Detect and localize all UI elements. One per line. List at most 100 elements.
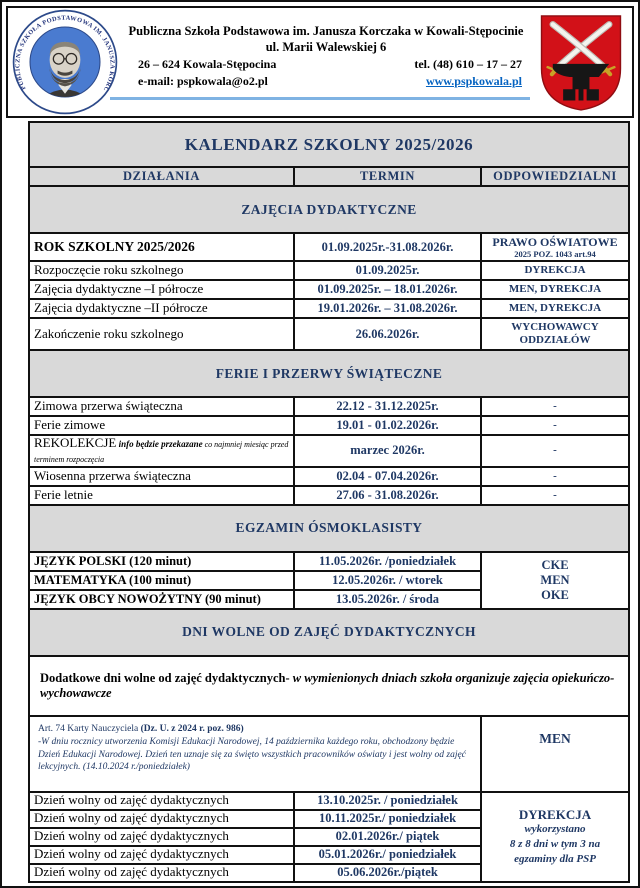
- section-header-ferie: FERIE I PRZERWY ŚWIĄTECZNE: [27, 349, 631, 398]
- school-postal-city: 26 – 624 Kowala-Stępocina: [138, 57, 277, 72]
- intro-bold: Dodatkowe dni wolne od zajęć dydaktyczny…: [40, 670, 290, 685]
- calendar-table: KALENDARZ SZKOLNY 2025/2026 DZIAŁANIA TE…: [27, 121, 631, 883]
- table-row: Dzień wolny od zajęć dydaktycznych 05.01…: [28, 844, 629, 865]
- table-row: Zajęcia dydaktyczne –II półrocze 19.01.2…: [28, 298, 631, 319]
- coat-of-arms-icon: [540, 15, 622, 111]
- school-street: ul. Marii Walewskiej 6: [265, 39, 387, 54]
- town-coat-of-arms: [534, 9, 628, 115]
- law-reference: (Dz. U. z 2024 r. poz. 986): [140, 723, 244, 734]
- row-label: ROK SZKOLNY 2025/2026: [28, 232, 295, 262]
- table-row: Dzień wolny od zajęć dydaktycznych 02.01…: [28, 826, 629, 847]
- table-row: JĘZYK POLSKI (120 minut) 11.05.2026r. /p…: [28, 550, 631, 610]
- row-label: Dzień wolny od zajęć dydaktycznych: [28, 844, 295, 865]
- row-label-rekolekcje: REKOLEKCJE info będzie przekazane co naj…: [28, 434, 295, 468]
- column-header-dzialania: DZIAŁANIA: [28, 166, 295, 187]
- school-email: e-mail: pspkowala@o2.pl: [138, 74, 268, 89]
- table-row: REKOLEKCJE info będzie przekazane co naj…: [28, 434, 631, 468]
- row-term: 01.09.2025r.-31.08.2026r.: [293, 232, 482, 262]
- row-term: 26.06.2026r.: [293, 317, 482, 351]
- school-logo: PUBLICZNA SZKOŁA PODSTAWOWA IM. JANUSZA …: [9, 4, 118, 115]
- table-row: JĘZYK OBCY NOWOŻYTNY (90 minut) 13.05.20…: [28, 588, 629, 610]
- table-row: Ferie zimowe 19.01 - 01.02.2026r. -: [28, 415, 631, 436]
- row-term: 02.04 - 07.04.2026r.: [293, 465, 482, 487]
- row-term: 12.05.2026r. / wtorek: [293, 569, 482, 591]
- table-row: ROK SZKOLNY 2025/2026 01.09.2025r.-31.08…: [28, 232, 631, 262]
- row-responsible: MEN, DYREKCJA: [479, 298, 631, 319]
- row-responsible: -: [479, 415, 631, 436]
- header-divider: [110, 97, 530, 101]
- row-label: Dzień wolny od zajęć dydaktycznych: [28, 790, 295, 811]
- section-title: FERIE I PRZERWY ŚWIĄTECZNE: [27, 349, 631, 398]
- school-website-link[interactable]: www.pspkowala.pl: [425, 74, 522, 89]
- calendar-title-row: KALENDARZ SZKOLNY 2025/2026: [27, 121, 631, 168]
- intro-italic: w wymienionych dniach szkoła organizuje …: [40, 670, 615, 700]
- responsible-note: wykorzystano 8 z 8 dni w tym 3 na egzami…: [509, 823, 601, 866]
- table-row: Zakończenie roku szkolnego 26.06.2026r. …: [28, 317, 631, 351]
- row-term: 11.05.2026r. /poniedziałek: [293, 550, 482, 572]
- school-phone: tel. (48) 610 – 17 – 27: [414, 57, 522, 72]
- section-header-dni-wolne: DNI WOLNE OD ZAJĘĆ DYDAKTYCZNYCH: [27, 607, 631, 657]
- row-label: Zakończenie roku szkolnego: [28, 317, 295, 351]
- school-seal-icon: PUBLICZNA SZKOŁA PODSTAWOWA IM. JANUSZA …: [9, 4, 118, 115]
- responsible-main: DYREKCJA: [518, 806, 592, 822]
- days-responsible: DYREKCJA wykorzystano 8 z 8 dni w tym 3 …: [479, 790, 631, 883]
- responsible-sub: 2025 POZ. 1043 art.94: [514, 248, 596, 259]
- row-label: MATEMATYKA (100 minut): [28, 569, 295, 591]
- table-row: Zajęcia dydaktyczne –I półrocze 01.09.20…: [28, 279, 631, 300]
- table-row: Dzień wolny od zajęć dydaktycznych 05.06…: [28, 862, 629, 883]
- column-header-row: DZIAŁANIA TERMIN ODPOWIEDZIALNI: [28, 166, 631, 187]
- law-note: Art. 74 Karty Nauczyciela (Dz. U. z 2024…: [28, 714, 482, 793]
- law-responsible: MEN: [479, 714, 631, 793]
- page-title: KALENDARZ SZKOLNY 2025/2026: [27, 121, 631, 168]
- row-term: 01.09.2025r. – 18.01.2026r.: [293, 279, 482, 300]
- row-responsible: MEN, DYREKCJA: [479, 279, 631, 300]
- table-row: Ferie letnie 27.06 - 31.08.2026r. -: [28, 484, 631, 506]
- section-title: DNI WOLNE OD ZAJĘĆ DYDAKTYCZNYCH: [27, 607, 631, 657]
- exam-responsible: CKE MEN OKE: [479, 550, 631, 610]
- row-responsible: WYCHOWAWCY ODDZIAŁÓW: [479, 317, 631, 351]
- row-term: 13.10.2025r. / poniedziałek: [293, 790, 482, 811]
- table-row: Wiosenna przerwa świąteczna 02.04 - 07.0…: [28, 465, 631, 487]
- rekolekcje-note-rest: co najmniej miesiąc przed terminem rozpo…: [34, 440, 289, 464]
- table-row: Rozpoczęcie roku szkolnego 01.09.2025r. …: [28, 260, 631, 281]
- row-term: 05.01.2026r./ poniedziałek: [293, 844, 482, 865]
- row-term: 13.05.2026r. / środa: [293, 588, 482, 610]
- row-label: JĘZYK POLSKI (120 minut): [28, 550, 295, 572]
- row-label: Ferie zimowe: [28, 415, 295, 436]
- table-row: Dzień wolny od zajęć dydaktycznych 13.10…: [28, 790, 631, 883]
- row-term: 27.06 - 31.08.2026r.: [293, 484, 482, 506]
- row-term: 05.06.2026r./piątek: [293, 862, 482, 883]
- row-label: Dzień wolny od zajęć dydaktycznych: [28, 808, 295, 829]
- letterhead: PUBLICZNA SZKOŁA PODSTAWOWA IM. JANUSZA …: [6, 4, 634, 118]
- row-term: 19.01.2026r. – 31.08.2026r.: [293, 298, 482, 319]
- row-responsible: PRAWO OŚWIATOWE 2025 POZ. 1043 art.94: [479, 232, 631, 262]
- table-row: Dodatkowe dni wolne od zajęć dydaktyczny…: [27, 654, 631, 717]
- row-term: 22.12 - 31.12.2025r.: [293, 396, 482, 417]
- row-responsible: -: [479, 396, 631, 417]
- row-label: JĘZYK OBCY NOWOŻYTNY (90 minut): [28, 588, 295, 610]
- law-body: -W dniu rocznicy utworzenia Komisji Eduk…: [38, 736, 466, 773]
- rekolekcje-label: REKOLEKCJE: [34, 435, 117, 450]
- section-title: EGZAMIN ÓSMOKLASISTY: [27, 503, 631, 553]
- rekolekcje-note-bold: info będzie przekazane: [116, 439, 203, 449]
- section-header-egzamin: EGZAMIN ÓSMOKLASISTY: [27, 503, 631, 553]
- row-label: Zimowa przerwa świąteczna: [28, 396, 295, 417]
- row-label: Wiosenna przerwa świąteczna: [28, 465, 295, 487]
- table-row: Dzień wolny od zajęć dydaktycznych 10.11…: [28, 808, 629, 829]
- table-row: Zimowa przerwa świąteczna 22.12 - 31.12.…: [28, 396, 631, 417]
- dni-wolne-intro: Dodatkowe dni wolne od zajęć dydaktyczny…: [27, 654, 631, 717]
- section-title: ZAJĘCIA DYDAKTYCZNE: [27, 185, 631, 234]
- law-title: Art. 74 Karty Nauczyciela: [38, 723, 141, 734]
- row-label: Dzień wolny od zajęć dydaktycznych: [28, 862, 295, 883]
- letterhead-text: Publiczna Szkoła Podstawowa im. Janusza …: [110, 24, 534, 101]
- row-label: Ferie letnie: [28, 484, 295, 506]
- row-term: 02.01.2026r./ piątek: [293, 826, 482, 847]
- row-label: Rozpoczęcie roku szkolnego: [28, 260, 295, 281]
- row-responsible: -: [479, 484, 631, 506]
- row-responsible: -: [479, 434, 631, 468]
- column-header-odpowiedzialni: ODPOWIEDZIALNI: [479, 166, 631, 187]
- row-label: Zajęcia dydaktyczne –I półrocze: [28, 279, 295, 300]
- table-row: Art. 74 Karty Nauczyciela (Dz. U. z 2024…: [28, 714, 631, 793]
- anvil-icon: [552, 63, 610, 101]
